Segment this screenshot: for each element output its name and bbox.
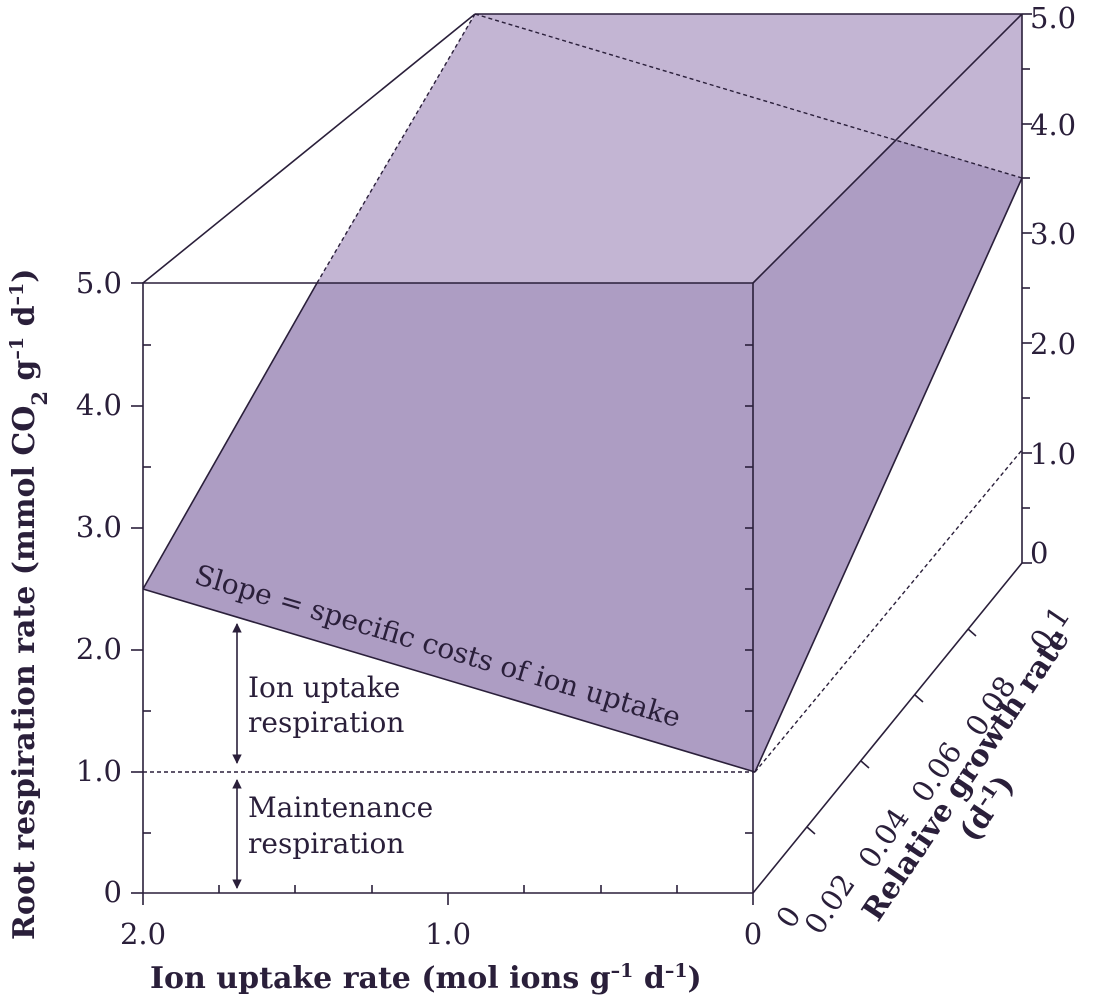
right-tick-1: 1.0 [1030,437,1076,471]
plane-left-edge [142,282,318,590]
z-tick-1: 0.02 [798,868,862,941]
right-ticks [1022,13,1032,564]
maintenance-label-line2: respiration [248,827,404,860]
plane-right-edge [754,177,1023,773]
plane-back-section-2 [317,14,895,283]
hidden-left-edge [316,13,476,284]
y-tick-2: 2.0 [76,632,122,666]
z-axis-title: Relative growth rate (d–1) [856,623,1077,928]
front-face-outline [142,282,754,893]
x-ticks [142,885,754,905]
z-axis-line [752,562,1023,894]
y-ticks [131,282,753,894]
top-left-edge [142,13,476,284]
x-axis-title: Ion uptake rate (mol ions g–1 d–1) [150,960,702,996]
y-tick-1: 1.0 [76,754,122,788]
y-tick-5: 5.0 [76,266,122,300]
right-tick-2: 2.0 [1030,327,1076,361]
maintenance-label-line1: Maintenance [248,791,433,824]
right-tick-4: 4.0 [1030,108,1076,142]
y-axis-title: Root respiration rate (mmol CO2 g–1 d–1) [6,269,52,941]
ion-uptake-label-line2: respiration [248,706,404,739]
x-tick-0: 2.0 [120,917,166,951]
z-axis-title-line1: Relative growth rate [856,623,1077,928]
ion-uptake-label-line1: Ion uptake [248,671,400,704]
y-tick-3: 3.0 [76,510,122,544]
y-tick-0: 0 [104,875,122,909]
x-tick-2: 0 [744,917,762,951]
right-tick-0: 0 [1030,536,1048,570]
top-right-edge [752,13,1023,284]
plane-front-section [143,139,1022,772]
z-ticks [806,628,977,835]
x-tick-1: 1.0 [425,917,471,951]
plane-front-edge [142,588,756,773]
right-tick-5: 5.0 [1030,1,1076,35]
y-tick-4: 4.0 [76,388,122,422]
right-tick-3: 3.0 [1030,217,1076,251]
